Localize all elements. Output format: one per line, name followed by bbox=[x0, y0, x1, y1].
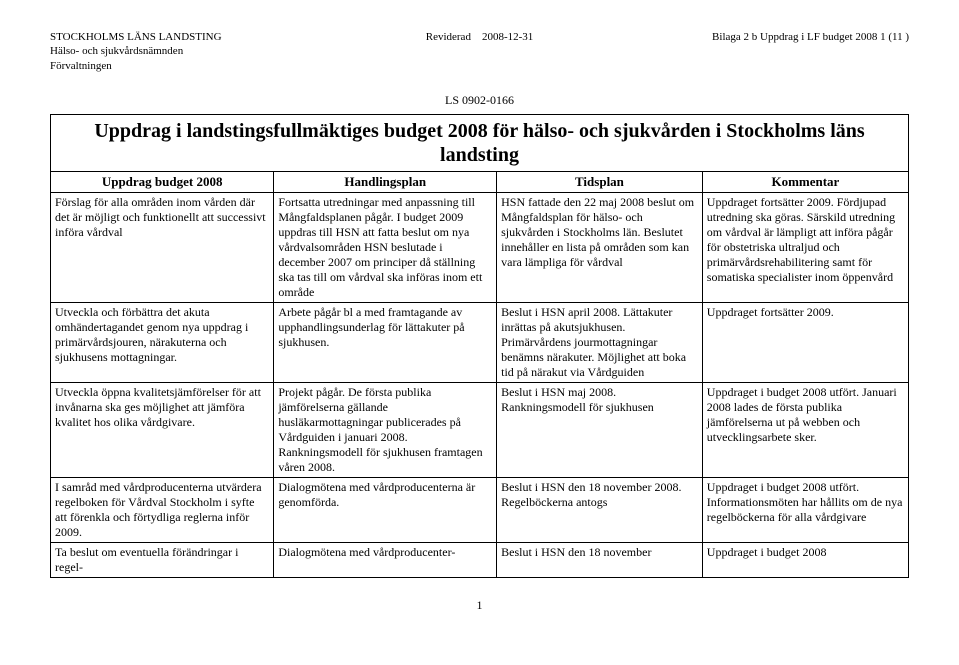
revised-label: Reviderad bbox=[426, 31, 471, 43]
org-line-3: Förvaltningen bbox=[50, 59, 333, 73]
cell-kommentar: Uppdraget i budget 2008 utfört. Informat… bbox=[702, 478, 908, 543]
revised-date: 2008-12-31 bbox=[482, 31, 533, 43]
cell-kommentar: Uppdraget fortsätter 2009. bbox=[702, 303, 908, 383]
case-number: LS 0902-0166 bbox=[50, 93, 909, 108]
cell-handlingsplan: Dialogmötena med vårdproducenter- bbox=[274, 543, 497, 578]
org-line-1: STOCKHOLMS LÄNS LANDSTING bbox=[50, 30, 333, 44]
cell-kommentar: Uppdraget fortsätter 2009. Fördjupad utr… bbox=[702, 193, 908, 303]
cell-tidsplan: Beslut i HSN den 18 november bbox=[497, 543, 703, 578]
col-header-uppdrag: Uppdrag budget 2008 bbox=[51, 171, 274, 192]
header-center: Reviderad 2008-12-31 bbox=[338, 30, 621, 73]
bilaga-text: Bilaga 2 b Uppdrag i LF budget 2008 1 (1… bbox=[712, 31, 909, 43]
table-row: I samråd med vårdproducenterna utvärdera… bbox=[51, 478, 908, 543]
cell-uppdrag: Ta beslut om eventuella förändringar i r… bbox=[51, 543, 274, 578]
cell-uppdrag: Utveckla och förbättra det akuta omhände… bbox=[51, 303, 274, 383]
table-header-row: Uppdrag budget 2008 Handlingsplan Tidspl… bbox=[51, 171, 908, 192]
uppdrag-table: Uppdrag budget 2008 Handlingsplan Tidspl… bbox=[51, 171, 908, 577]
header-right: Bilaga 2 b Uppdrag i LF budget 2008 1 (1… bbox=[626, 30, 909, 73]
col-header-tidsplan: Tidsplan bbox=[497, 171, 703, 192]
header-left: STOCKHOLMS LÄNS LANDSTING Hälso- och sju… bbox=[50, 30, 333, 73]
cell-handlingsplan: Arbete pågår bl a med framtagande av upp… bbox=[274, 303, 497, 383]
table-row: Utveckla och förbättra det akuta omhände… bbox=[51, 303, 908, 383]
cell-handlingsplan: Projekt pågår. De första publika jämföre… bbox=[274, 383, 497, 478]
table-row: Ta beslut om eventuella förändringar i r… bbox=[51, 543, 908, 578]
page-header: STOCKHOLMS LÄNS LANDSTING Hälso- och sju… bbox=[50, 30, 909, 73]
cell-tidsplan: Beslut i HSN maj 2008. Rankningsmodell f… bbox=[497, 383, 703, 478]
cell-handlingsplan: Fortsatta utredningar med anpassning til… bbox=[274, 193, 497, 303]
table-row: Förslag för alla områden inom vården där… bbox=[51, 193, 908, 303]
cell-handlingsplan: Dialogmötena med vårdproducenterna är ge… bbox=[274, 478, 497, 543]
cell-tidsplan: Beslut i HSN april 2008. Lättakuter inrä… bbox=[497, 303, 703, 383]
cell-kommentar: Uppdraget i budget 2008 bbox=[702, 543, 908, 578]
cell-tidsplan: Beslut i HSN den 18 november 2008. Regel… bbox=[497, 478, 703, 543]
page-number: 1 bbox=[50, 598, 909, 613]
cell-uppdrag: Förslag för alla områden inom vården där… bbox=[51, 193, 274, 303]
org-line-2: Hälso- och sjukvårdsnämnden bbox=[50, 44, 333, 58]
table-row: Utveckla öppna kvalitetsjämförelser för … bbox=[51, 383, 908, 478]
document-title: Uppdrag i landstingsfullmäktiges budget … bbox=[51, 115, 908, 171]
cell-uppdrag: Utveckla öppna kvalitetsjämförelser för … bbox=[51, 383, 274, 478]
main-frame: Uppdrag i landstingsfullmäktiges budget … bbox=[50, 114, 909, 578]
cell-tidsplan: HSN fattade den 22 maj 2008 beslut om Må… bbox=[497, 193, 703, 303]
col-header-handlingsplan: Handlingsplan bbox=[274, 171, 497, 192]
cell-uppdrag: I samråd med vårdproducenterna utvärdera… bbox=[51, 478, 274, 543]
cell-kommentar: Uppdraget i budget 2008 utfört. Januari … bbox=[702, 383, 908, 478]
col-header-kommentar: Kommentar bbox=[702, 171, 908, 192]
